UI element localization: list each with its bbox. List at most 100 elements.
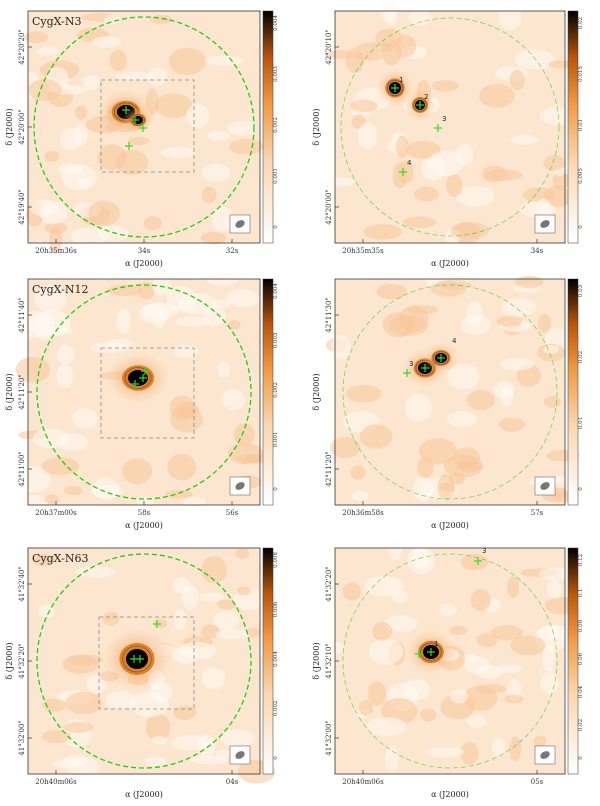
noise-patch [178, 293, 218, 315]
noise-patch [17, 466, 51, 493]
colorbar-tick-label: 0.1 [578, 589, 584, 598]
colorbar-tick-label: 0.001 [273, 432, 279, 448]
noise-patch [83, 74, 100, 90]
noise-patch [389, 538, 403, 561]
noise-patch [24, 31, 49, 44]
noise-patch [368, 681, 387, 706]
source-marker [131, 116, 139, 124]
source-marker [403, 369, 411, 377]
noise-patch [221, 389, 245, 411]
x-tick-label: 20h35m35s [342, 247, 384, 255]
noise-patch [201, 163, 231, 182]
noise-patch [395, 135, 409, 158]
noise-patch [543, 154, 565, 171]
noise-patch [366, 717, 407, 736]
colorbar-tick-label: 0.002 [273, 382, 279, 398]
noise-patch [168, 47, 207, 75]
noise-patch [201, 667, 226, 690]
x-tick-label: 05s [531, 778, 544, 786]
noise-patch [437, 279, 472, 290]
noise-patch [446, 174, 463, 198]
y-axis-label: δ (J2000) [5, 108, 14, 145]
noise-patch [57, 163, 83, 176]
noise-patch [501, 298, 537, 317]
colorbar-tick-label: 0.06 [578, 652, 584, 665]
noise-patch [220, 729, 255, 747]
primary-beam-circle [340, 17, 560, 237]
source-marker [391, 84, 399, 92]
noise-patch [145, 713, 171, 741]
primary-beam-circle [36, 284, 252, 500]
noise-patch [165, 490, 194, 499]
noise-patch [143, 216, 163, 231]
source-label: 1 [434, 640, 438, 648]
noise-patch [376, 284, 408, 300]
noise-patch [154, 93, 193, 119]
noise-patch [504, 694, 524, 704]
source-marker [474, 557, 482, 565]
noise-patch [466, 390, 495, 411]
source-marker [427, 648, 435, 656]
noise-patch [28, 79, 63, 101]
y-tick-label: 42°20'00" [18, 109, 26, 144]
y-tick-label: 41°32'20" [18, 643, 26, 678]
noise-patch [460, 553, 489, 571]
panel-n63-right: 1 3 20h40m06s 05s α (J2000) 41°32'20" 41°32'10… [312, 538, 584, 799]
contour [413, 98, 427, 112]
source-marker [437, 354, 445, 362]
source-marker [421, 364, 429, 372]
noise-patch [369, 638, 404, 666]
colorbar [262, 547, 274, 775]
source-marker [416, 101, 424, 109]
noise-patch [72, 408, 98, 429]
noise-patch [371, 621, 393, 641]
colorbar-tick-label: 0.08 [578, 619, 584, 632]
noise-patch [446, 411, 477, 427]
noise-patch [498, 5, 522, 31]
noise-patch [328, 641, 344, 654]
x-axis-label: α (J2000) [125, 790, 163, 799]
noise-patch [345, 48, 365, 73]
noise-patch [546, 580, 562, 599]
noise-patch [186, 103, 210, 129]
contour [122, 645, 152, 673]
noise-patch [375, 28, 403, 48]
colorbar-tick-label: 0.006 [273, 601, 279, 617]
noise-patch [206, 130, 231, 141]
noise-patch [460, 314, 491, 336]
noise-patch [201, 556, 228, 584]
source-label: 1 [399, 76, 403, 84]
noise-patch [406, 140, 441, 159]
noise-patch [63, 721, 94, 733]
colorbar-tick-label: 0.02 [578, 351, 584, 363]
colorbar [262, 10, 274, 244]
y-tick-label: 42°19'40" [18, 189, 26, 224]
noise-patch [380, 2, 397, 22]
noise-patch [15, 356, 51, 383]
noise-patch [152, 275, 172, 296]
noise-patch [121, 458, 153, 485]
noise-patch [490, 625, 524, 641]
noise-patch [160, 146, 196, 159]
x-axis-label: α (J2000) [125, 521, 163, 530]
noise-patch [470, 589, 491, 611]
source-label: 4 [452, 337, 457, 345]
colorbar-tick-label: 0.002 [273, 701, 279, 717]
noise-patch [440, 603, 457, 617]
x-tick-label: 20h36m58s [342, 509, 384, 517]
noise-patch [201, 231, 227, 245]
noise-patch [130, 691, 169, 717]
noise-patch [246, 627, 261, 638]
noise-patch [199, 592, 224, 602]
noise-patch [455, 185, 495, 207]
noise-patch [42, 698, 67, 712]
x-axis-label: α (J2000) [431, 259, 469, 268]
colorbar-tick-label: 0.04 [578, 685, 584, 698]
noise-patch [167, 453, 197, 481]
colorbar [567, 547, 579, 775]
x-tick-label: 32s [226, 247, 239, 255]
noise-patch [384, 615, 418, 632]
x-axis-label: α (J2000) [125, 259, 163, 268]
noise-patch [32, 554, 56, 567]
colorbar-tick-label: 0 [273, 487, 279, 491]
